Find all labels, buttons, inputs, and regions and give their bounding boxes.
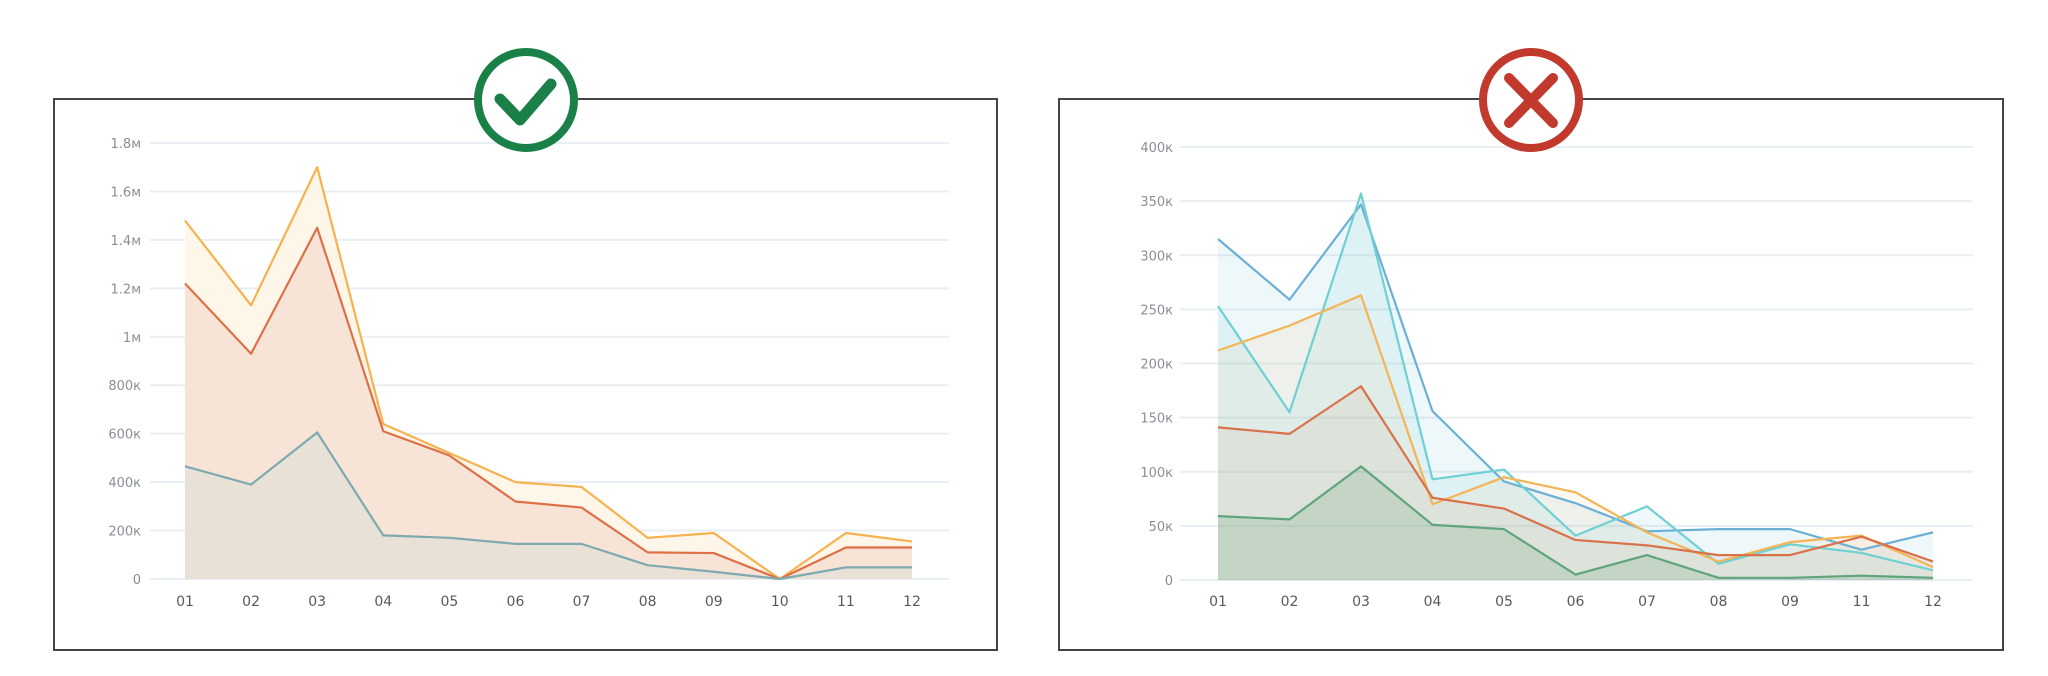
series-line <box>1217 294 1934 569</box>
series-area <box>185 432 912 579</box>
y-tick-label: 50к <box>1149 520 1174 535</box>
x-tick-label: 06 <box>507 594 525 610</box>
y-tick-label: 200к <box>1140 358 1173 373</box>
series-line <box>1217 203 1934 551</box>
y-tick-label: 250к <box>1140 303 1173 318</box>
x-tick-label: 11 <box>837 594 855 610</box>
x-tick-label: 05 <box>1495 594 1513 610</box>
x-tick-label: 02 <box>242 594 260 610</box>
x-tick-label: 09 <box>705 594 723 610</box>
right-chart-frame <box>1058 98 2004 651</box>
check-circle-icon <box>474 48 578 152</box>
series-line <box>184 166 913 581</box>
x-tick-label: 07 <box>573 594 591 610</box>
y-tick-label: 1.2м <box>111 282 141 297</box>
x-tick-label: 03 <box>1352 594 1370 610</box>
y-tick-label: 350к <box>1140 195 1173 210</box>
x-tick-label: 04 <box>374 594 392 610</box>
series-area <box>1218 295 1933 580</box>
y-tick-label: 0 <box>133 573 141 588</box>
y-tick-label: 0 <box>1165 574 1173 589</box>
x-tick-label: 12 <box>1924 594 1942 610</box>
x-tick-label: 03 <box>308 594 326 610</box>
series-line <box>184 431 912 581</box>
y-tick-label: 1.8м <box>111 137 141 152</box>
x-tick-label: 09 <box>1781 594 1799 610</box>
series-area <box>1218 193 1933 581</box>
x-tick-label: 01 <box>176 594 194 610</box>
series-area <box>185 227 912 579</box>
y-tick-label: 200к <box>108 525 141 540</box>
y-tick-label: 400к <box>108 476 141 491</box>
series-area <box>1218 386 1933 580</box>
x-tick-label: 04 <box>1424 594 1442 610</box>
series-line <box>1217 192 1934 572</box>
x-tick-label: 01 <box>1209 594 1227 610</box>
x-tick-label: 08 <box>639 594 657 610</box>
series-line <box>1217 385 1934 563</box>
y-tick-label: 600к <box>108 428 141 443</box>
x-tick-label: 12 <box>903 594 921 610</box>
y-tick-label: 400к <box>1140 141 1173 156</box>
y-tick-label: 150к <box>1140 412 1173 427</box>
x-tick-label: 10 <box>771 594 789 610</box>
series-line <box>1217 465 1934 579</box>
right-chart: 0 50к 100к 150к 200к 250к 300к 350к 400к 01 02 03 04… <box>1140 141 1973 610</box>
y-tick-label: 300к <box>1140 249 1173 264</box>
y-tick-label: 1м <box>123 331 141 346</box>
series-line <box>184 226 912 581</box>
x-tick-label: 07 <box>1638 594 1656 610</box>
y-tick-label: 1.4м <box>111 234 141 249</box>
y-tick-label: 1.6м <box>111 185 141 200</box>
series-area <box>1218 204 1933 580</box>
x-tick-label: 11 <box>1853 594 1871 610</box>
x-tick-label: 05 <box>440 594 458 610</box>
left-chart: 0 200к 400к 600к 800к 1м 1.2м 1.4м 1.6м 1.8м 01 02 0… <box>108 137 949 610</box>
x-tick-label: 08 <box>1710 594 1728 610</box>
series-area <box>1218 466 1933 580</box>
x-circle-icon <box>1479 48 1583 152</box>
x-tick-label: 02 <box>1281 594 1299 610</box>
x-tick-label: 06 <box>1567 594 1585 610</box>
y-tick-label: 100к <box>1140 466 1173 481</box>
y-tick-label: 800к <box>108 379 141 394</box>
